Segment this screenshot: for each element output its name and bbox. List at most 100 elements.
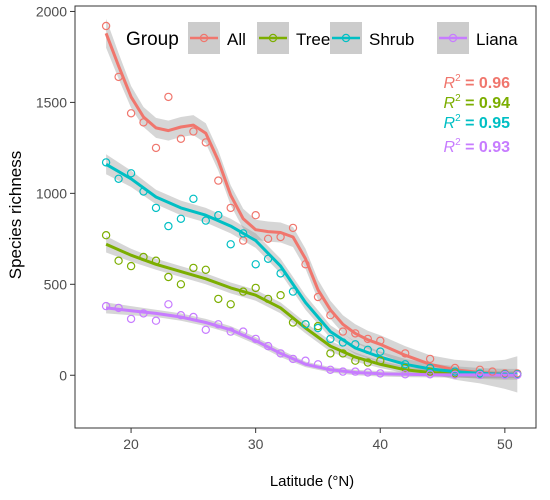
- curve-all: [104, 32, 518, 376]
- point-all: [363, 334, 372, 344]
- legend-label-tree: Tree: [296, 30, 330, 49]
- point-shrub: [276, 269, 285, 278]
- point-shrub: [214, 210, 223, 220]
- point-all: [101, 21, 111, 31]
- point-shrub: [164, 221, 173, 231]
- r2-label-liana: R2 = 0.93: [444, 137, 511, 156]
- point-liana: [176, 311, 186, 320]
- point-liana: [326, 365, 335, 374]
- legend-label-liana: Liana: [476, 30, 518, 49]
- point-tree: [101, 230, 111, 240]
- point-liana: [238, 327, 248, 336]
- point-liana: [288, 354, 298, 364]
- point-liana: [214, 320, 223, 329]
- point-all: [126, 109, 136, 118]
- point-tree: [126, 261, 136, 271]
- point-liana: [164, 300, 173, 309]
- point-shrub: [363, 345, 372, 354]
- y-tick-label: 1000: [36, 185, 67, 201]
- point-tree: [151, 256, 161, 265]
- point-liana: [376, 369, 385, 378]
- point-tree: [238, 287, 248, 296]
- y-tick-label: 0: [59, 367, 67, 383]
- legend-marker-tree: [268, 33, 278, 43]
- x-tick-label: 20: [123, 436, 139, 452]
- point-liana: [226, 327, 235, 336]
- point-all: [425, 354, 435, 364]
- point-tree: [288, 318, 298, 327]
- point-tree: [164, 272, 173, 282]
- y-tick-label: 500: [44, 276, 68, 292]
- point-all: [164, 92, 173, 102]
- point-liana: [201, 325, 210, 334]
- point-all: [401, 349, 410, 358]
- point-shrub: [326, 334, 335, 344]
- point-liana: [351, 367, 360, 376]
- legend: Group All Tree Shrub Liana: [126, 22, 518, 54]
- point-tree: [251, 283, 260, 293]
- point-all: [475, 365, 485, 374]
- point-liana: [450, 370, 460, 379]
- point-all: [114, 72, 123, 82]
- point-shrub: [126, 169, 136, 178]
- point-shrub: [450, 367, 460, 376]
- point-liana: [513, 370, 522, 380]
- point-tree: [351, 356, 360, 365]
- point-all: [263, 234, 273, 243]
- point-all: [338, 327, 348, 336]
- point-shrub: [301, 320, 310, 329]
- point-all: [313, 292, 323, 302]
- point-tree: [189, 263, 198, 273]
- point-shrub: [313, 323, 323, 333]
- point-tree: [276, 291, 285, 300]
- point-shrub: [114, 174, 123, 183]
- legend-label-all: All: [227, 30, 246, 49]
- point-shrub: [263, 254, 273, 263]
- point-liana: [500, 370, 510, 380]
- x-axis-label: Latitude (°N): [270, 473, 354, 490]
- point-tree: [201, 265, 210, 274]
- point-shrub: [288, 287, 298, 296]
- point-liana: [126, 314, 136, 324]
- point-tree: [139, 252, 148, 262]
- point-tree: [226, 300, 235, 309]
- band-liana: [106, 302, 518, 378]
- point-liana: [313, 360, 323, 369]
- point-liana: [276, 349, 285, 358]
- point-tree: [425, 367, 435, 376]
- y-axis-label: Species richness: [6, 151, 25, 280]
- r2-label-all: R2 = 0.96: [444, 73, 511, 92]
- point-all: [226, 203, 235, 213]
- point-liana: [139, 309, 148, 318]
- point-tree: [263, 294, 273, 304]
- point-all: [351, 329, 360, 338]
- point-shrub: [226, 240, 235, 249]
- legend-marker-liana: [448, 33, 458, 43]
- point-liana: [338, 367, 348, 376]
- point-shrub: [101, 158, 111, 167]
- band-shrub: [106, 154, 518, 380]
- x-tick-label: 30: [248, 436, 264, 452]
- point-liana: [251, 334, 260, 344]
- y-tick-label: 1500: [36, 94, 67, 110]
- point-liana: [475, 370, 485, 380]
- point-all: [488, 367, 497, 376]
- point-all: [326, 311, 335, 320]
- point-shrub: [139, 187, 148, 196]
- point-all: [201, 138, 210, 147]
- point-tree: [176, 280, 186, 289]
- point-liana: [363, 368, 372, 377]
- point-all: [151, 143, 161, 153]
- point-all: [301, 260, 310, 269]
- point-liana: [263, 341, 273, 351]
- point-shrub: [151, 203, 161, 213]
- r2-label-shrub: R2 = 0.95: [444, 113, 511, 132]
- point-all: [189, 127, 198, 136]
- point-tree: [214, 294, 223, 304]
- legend-label-shrub: Shrub: [369, 30, 414, 49]
- point-shrub: [251, 260, 260, 269]
- point-shrub: [338, 338, 348, 347]
